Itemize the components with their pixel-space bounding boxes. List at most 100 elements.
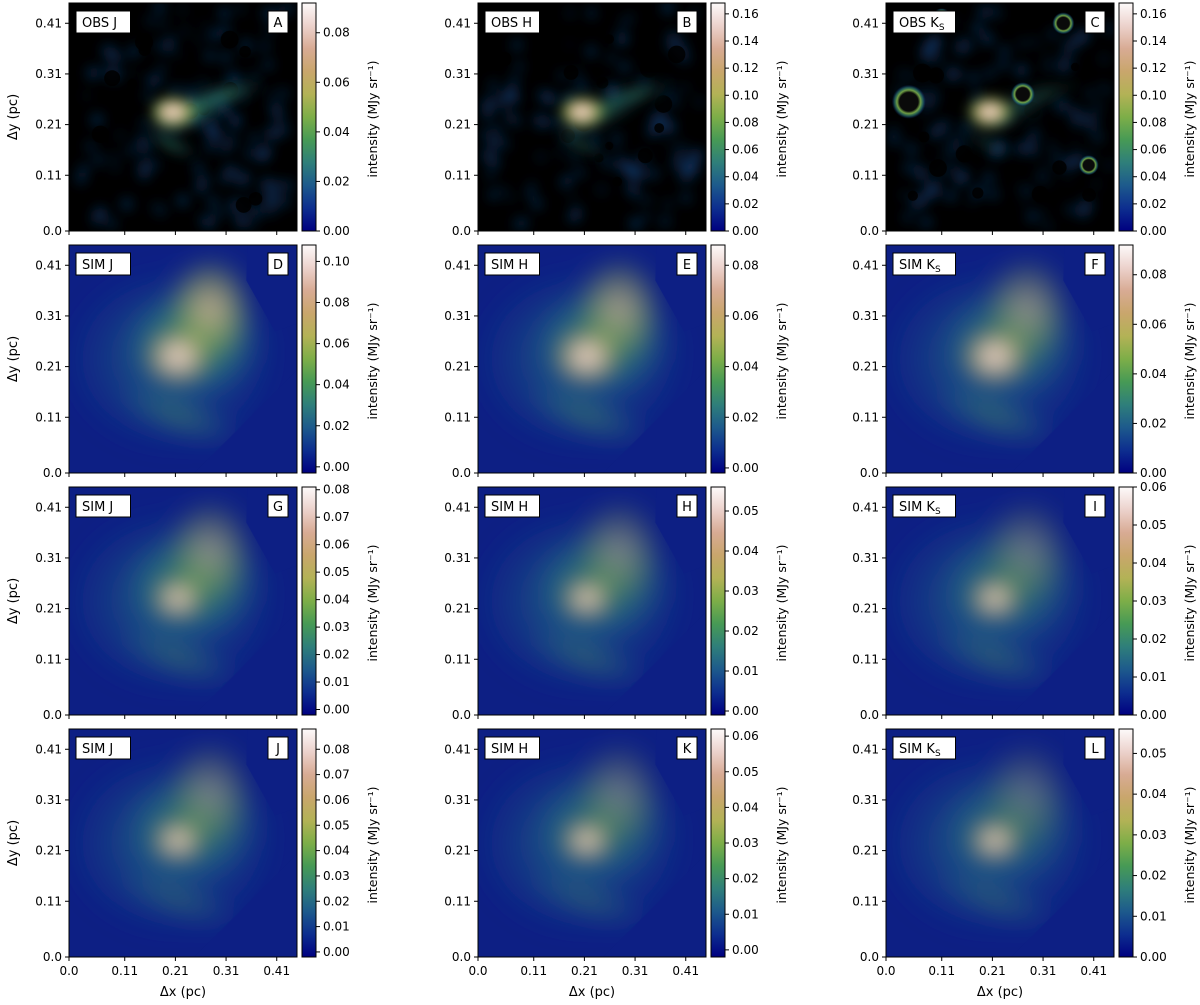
colorbar-tick-label: 0.04 — [323, 378, 350, 392]
y-tick-label: 0.41 — [852, 742, 879, 756]
band-label: OBS H — [484, 10, 540, 34]
colorbar-tick-label: 0.02 — [732, 872, 759, 886]
colorbar-tick-label: 0.02 — [323, 648, 350, 662]
colorbar-tick-label: 0.10 — [732, 88, 759, 102]
y-tick-label: 0.0 — [43, 708, 62, 722]
y-tick-label: 0.41 — [35, 258, 62, 272]
y-tick-label: 0.31 — [35, 551, 62, 565]
y-tick-label: 0.41 — [444, 500, 471, 514]
colorbar-tick-label: 0.02 — [1140, 869, 1167, 883]
y-tick-label: 0.21 — [852, 360, 879, 374]
colorbar-tick-label: 0.01 — [1140, 670, 1167, 684]
y-tick-label: 0.11 — [852, 652, 879, 666]
panel-L: SIM KS L 0.0 0.11 0.21 0.31 0.41 0.0 0.11 0.21 0.3… — [852, 728, 1197, 1000]
y-tick-label: 0.21 — [444, 118, 471, 132]
heatmap-image-H — [478, 487, 706, 715]
colorbar-tick-label: 0.00 — [323, 703, 350, 717]
plot-frame — [885, 2, 1115, 232]
colorbar-tick-label: 0.08 — [1140, 268, 1167, 282]
panel-I: SIM KS I0.00.110.210.310.410.000.010.020.… — [852, 480, 1197, 722]
y-tick-label: 0.11 — [444, 652, 471, 666]
colorbar-tick-label: 0.06 — [323, 75, 350, 89]
colorbar-tick-label: 0.08 — [323, 296, 350, 310]
x-tick-label: 0.11 — [928, 964, 955, 978]
heatmap-image-B — [478, 3, 706, 231]
colorbar-tick-label: 0.06 — [323, 538, 350, 552]
colorbar-tick-label: 0.06 — [323, 337, 350, 351]
colorbar-tick-label: 0.08 — [732, 258, 759, 272]
colorbar-tick-label: 0.04 — [732, 544, 759, 558]
band-label: OBS J — [75, 10, 131, 34]
svg-text:J: J — [275, 742, 280, 757]
colorbar-D: 0.00 0.02 0.04 0.06 0.08 0.10 intensity (MJy s… — [301, 244, 380, 474]
y-tick-label: 0.11 — [852, 168, 879, 182]
plot-frame — [68, 244, 298, 474]
colorbar-tick-label: 0.01 — [732, 664, 759, 678]
band-label: SIM J — [75, 252, 131, 276]
y-tick-label: 0.0 — [43, 950, 62, 964]
colorbar-tick-label: 0.04 — [732, 360, 759, 374]
colorbar-tick-label: 0.02 — [323, 894, 350, 908]
svg-text:C: C — [1090, 16, 1099, 31]
y-tick-label: 0.11 — [35, 894, 62, 908]
colorbar-tick-label: 0.03 — [1140, 594, 1167, 608]
y-tick-label: 0.41 — [444, 742, 471, 756]
panel-letter: J — [267, 736, 289, 760]
colorbar-label: intensity (MJy sr⁻¹) — [774, 544, 789, 661]
svg-text:L: L — [1091, 742, 1099, 757]
y-tick-label: 0.11 — [444, 410, 471, 424]
x-axis-label: Δx (pc) — [569, 985, 615, 1000]
y-tick-label: 0.41 — [444, 16, 471, 30]
plot-frame — [885, 486, 1115, 716]
svg-text:SIM H: SIM H — [491, 500, 528, 515]
svg-text:SIM J: SIM J — [82, 258, 113, 273]
colorbar-I: 0.00 0.01 0.02 0.03 0.04 0.05 0.06 intensity (M… — [1118, 480, 1197, 722]
y-tick-label: 0.41 — [35, 742, 62, 756]
svg-text:SIM KS: SIM KS — [899, 258, 941, 275]
colorbar-tick-label: 0.16 — [1140, 7, 1167, 21]
plot-frame — [477, 2, 707, 232]
colorbar-tick-label: 0.00 — [1140, 950, 1167, 964]
y-tick-label: 0.21 — [444, 844, 471, 858]
y-tick-label: 0.41 — [35, 16, 62, 30]
y-tick-label: 0.0 — [860, 950, 879, 964]
colorbar-tick-label: 0.02 — [1140, 416, 1167, 430]
plot-frame — [68, 2, 298, 232]
colorbar-label: intensity (MJy sr⁻¹) — [1182, 544, 1197, 661]
band-label: SIM J — [75, 736, 131, 760]
colorbar-tick-label: 0.01 — [732, 907, 759, 921]
colorbar-tick-label: 0.07 — [323, 768, 350, 782]
colorbar-tick-label: 0.16 — [732, 7, 759, 21]
colorbar-tick-label: 0.00 — [732, 943, 759, 957]
plot-frame — [885, 244, 1115, 474]
band-label: OBS KS — [892, 10, 956, 34]
colorbar-tick-label: 0.08 — [323, 742, 350, 756]
x-tick-label: 0.21 — [162, 964, 189, 978]
svg-text:OBS H: OBS H — [491, 16, 532, 31]
colorbar-label: intensity (MJy sr⁻¹) — [1182, 786, 1197, 903]
x-tick-label: 0.0 — [59, 964, 78, 978]
colorbar-tick-label: 0.00 — [1140, 708, 1167, 722]
svg-text:I: I — [1093, 500, 1097, 515]
colorbar-tick-label: 0.00 — [1140, 466, 1167, 480]
panel-letter: I — [1084, 494, 1106, 518]
colorbar-A: 0.00 0.02 0.04 0.06 0.08 intensity (MJy sr⁻¹) — [301, 2, 380, 238]
y-tick-label: 0.31 — [35, 793, 62, 807]
y-tick-label: 0.31 — [35, 67, 62, 81]
svg-text:SIM H: SIM H — [491, 258, 528, 273]
colorbar-tick-label: 0.08 — [323, 483, 350, 497]
y-tick-label: 0.0 — [860, 224, 879, 238]
x-tick-label: 0.41 — [263, 964, 290, 978]
colorbar-tick-label: 0.06 — [323, 793, 350, 807]
x-tick-label: 0.31 — [622, 964, 649, 978]
colorbar-tick-label: 0.10 — [1140, 88, 1167, 102]
panel-G: SIM J G 0.0 0.11 0.21 0.31 0.41 Δy (pc) 0.00 0.01… — [6, 483, 380, 722]
panel-K: SIM H K 0.0 0.11 0.21 0.31 0.41 0.0 0.11 0.21 0.31… — [444, 728, 789, 1000]
colorbar-tick-label: 0.00 — [323, 945, 350, 959]
y-tick-label: 0.21 — [852, 118, 879, 132]
colorbar-K: 0.00 0.01 0.02 0.03 0.04 0.05 0.06 intensity (M… — [710, 728, 789, 958]
x-tick-label: 0.41 — [1080, 964, 1107, 978]
y-tick-label: 0.11 — [852, 410, 879, 424]
colorbar-tick-label: 0.02 — [732, 624, 759, 638]
svg-text:E: E — [683, 258, 691, 273]
